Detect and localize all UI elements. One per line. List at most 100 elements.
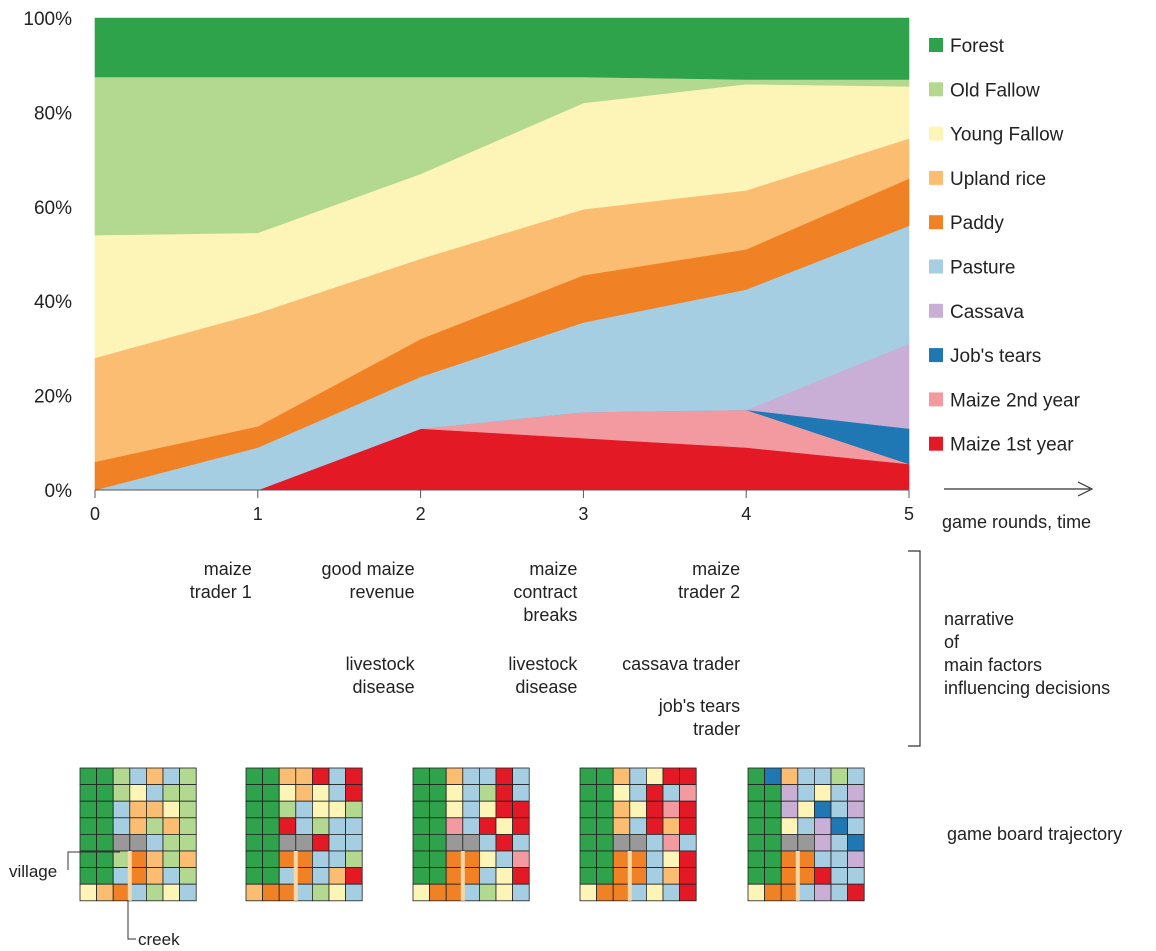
board-cell [328,817,347,835]
board-cell [662,883,681,902]
legend-swatch-forest [929,38,943,52]
board-cell [462,883,480,902]
board-cell [830,883,849,902]
board-cell [129,784,147,802]
board-cell [495,767,514,786]
board-cell [495,834,514,852]
board-cell [162,767,181,786]
legend-swatch-paddy [929,215,943,230]
board-cell [429,867,447,885]
board-cell [596,784,614,802]
board-cell [847,867,865,885]
board-cell [112,867,131,885]
x-tick-label: 4 [741,504,751,524]
board-cell [462,817,480,835]
board-cell [112,817,131,835]
board-cell [328,850,347,869]
board-cell [179,834,197,852]
board-cell [512,834,530,852]
board-cell [596,850,614,869]
board-cell [328,834,347,852]
board-cell [512,767,530,786]
board-cell [764,850,782,869]
board-cell [412,767,431,786]
board-cell [96,800,114,819]
board-cell [311,883,330,902]
board-cell [612,800,631,819]
board-cell [797,834,815,852]
legend-swatch-pasture [929,259,943,274]
board-cell [311,767,330,786]
board-cell [830,800,849,819]
board-cell [445,767,464,786]
board-cell [96,784,114,802]
x-axis-label: game rounds, time [942,512,1091,532]
board-cell [445,867,464,885]
creek-stripe [127,851,132,901]
board-cell [814,784,832,802]
board-cell [797,850,815,869]
board-cell [596,767,614,786]
board-cell [579,817,598,835]
legend-label-young-fallow: Young Fallow [950,125,1064,146]
legend-swatch-job-s-tears [929,348,943,363]
village-pointer [67,851,120,870]
board-cell [780,817,799,835]
board-cell [162,867,181,885]
board-cell [129,767,147,786]
x-tick-label: 2 [416,504,426,524]
board-cell [662,784,681,802]
board-cell [412,834,431,852]
board-cell [596,817,614,835]
board-cell [412,883,431,902]
board-cell [830,784,849,802]
game-boards: village creek game board trajectory [9,767,1122,949]
board-cell [295,817,313,835]
board-cell [96,867,114,885]
board-cell [445,800,464,819]
board-cell [646,800,664,819]
legend-label-job-s-tears: Job's tears [950,346,1041,367]
board-cell [462,834,480,852]
board-cell [345,784,363,802]
board-cell [747,800,766,819]
area-forest [94,17,910,80]
board-cell [162,850,181,869]
board-cell [278,883,297,902]
narrative-event: livestock disease [508,654,578,697]
board-cell [747,850,766,869]
board-cell [612,850,631,869]
board-cell [629,883,647,902]
board-cell [145,817,164,835]
board-cell [814,867,832,885]
legend-swatch-old-fallow [929,82,943,97]
board-cell [345,867,363,885]
board-cell [830,817,849,835]
y-tick-label: 100% [23,9,72,30]
board-cell [311,800,330,819]
board-cell [311,784,330,802]
x-tick-label: 3 [578,504,588,524]
board-cell [79,867,98,885]
board-cell [478,784,497,802]
board-cell [847,784,865,802]
board-cell [79,834,98,852]
board-cell [112,834,131,852]
board-cell [462,784,480,802]
board-cell [262,850,280,869]
board-cell [797,767,815,786]
board-cell [814,850,832,869]
board-cell [429,883,447,902]
board-cell [162,834,181,852]
board-cell [445,883,464,902]
board-cell [179,784,197,802]
board-cell [328,800,347,819]
board-cell [445,834,464,852]
y-tick-label: 0% [45,481,73,502]
board-cell [295,767,313,786]
board-cell [612,817,631,835]
board-cell [478,767,497,786]
board-cell [780,767,799,786]
narrative-panel: maize trader 1 good maize revenue livestock d… [190,550,1110,747]
